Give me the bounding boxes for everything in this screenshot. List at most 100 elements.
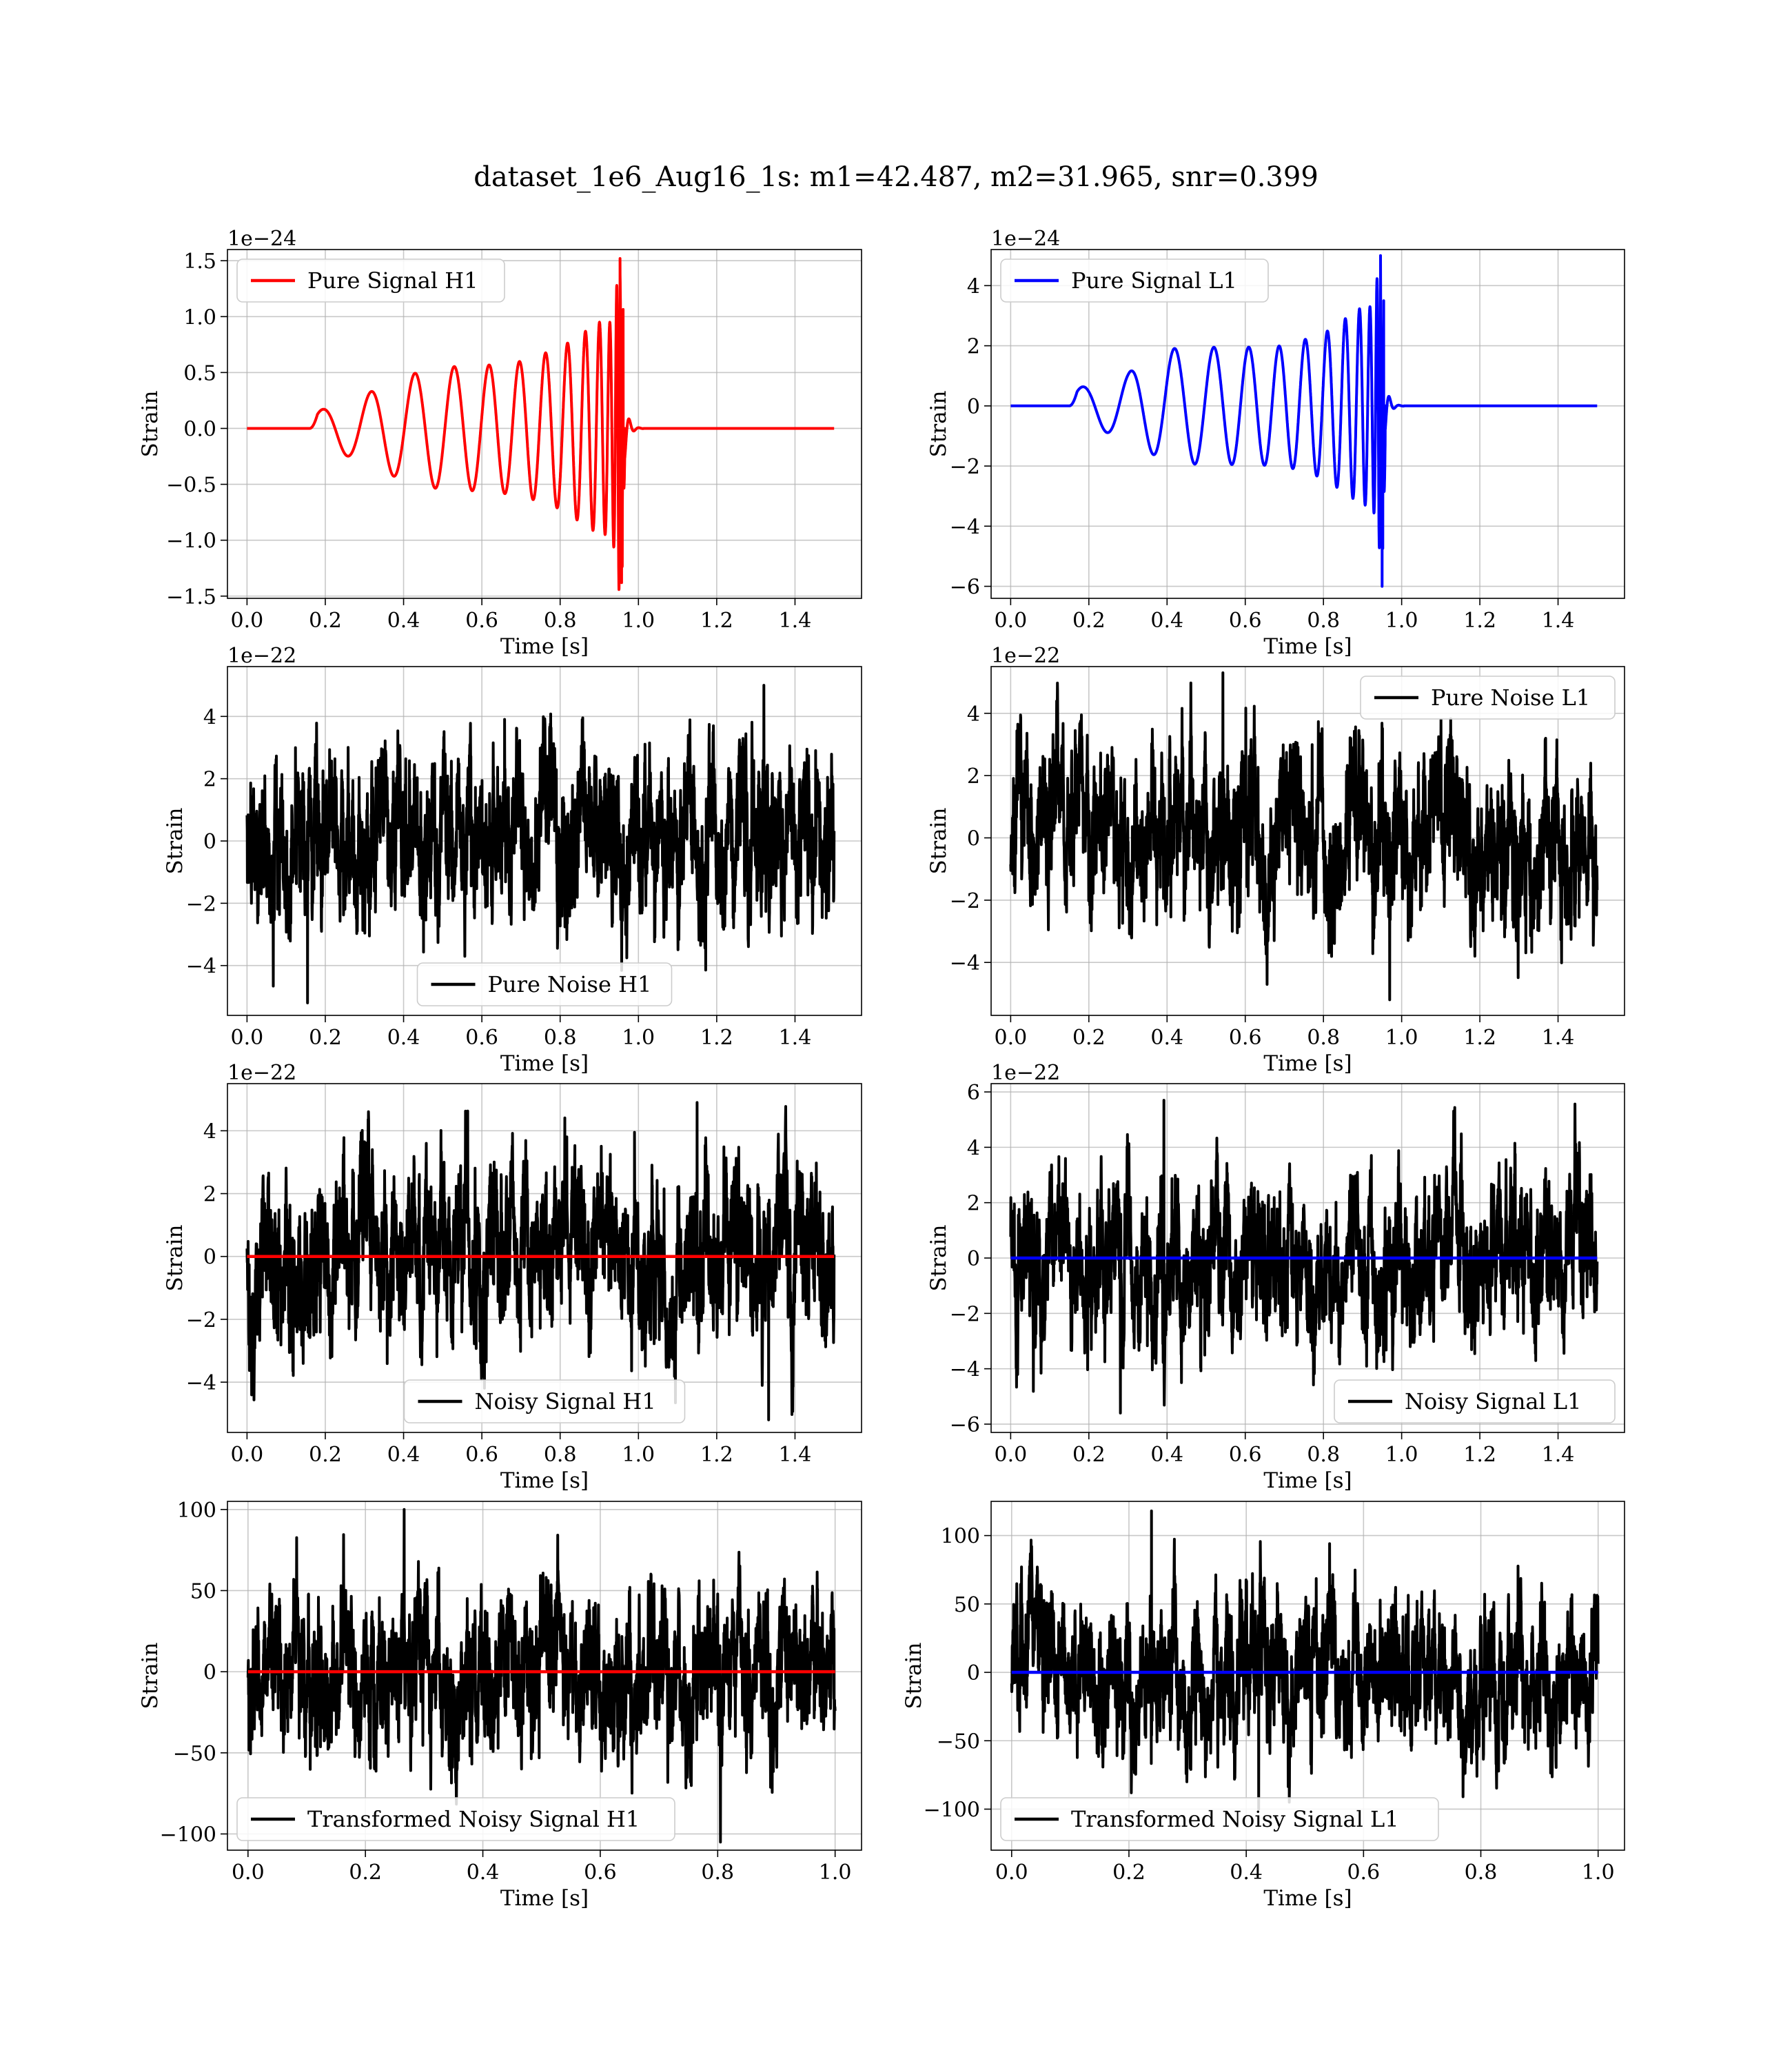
subplot-h1-pure-noise: 0.0 0.2 0.4 0.6 0.8 1.0 1.2 1.4 −4 −2 0 2 4 Time [s] S… xyxy=(163,644,862,1076)
x-tick-label: 0.0 xyxy=(231,1026,264,1050)
x-axis-label: Time [s] xyxy=(500,634,589,659)
y-tick-label: 0 xyxy=(203,1661,216,1685)
legend: Pure Signal H1 xyxy=(236,258,505,303)
legend: Transformed Noisy Signal L1 xyxy=(1000,1797,1439,1841)
x-tick-label: 0.0 xyxy=(995,1861,1028,1885)
y-tick-label: 4 xyxy=(203,1119,216,1144)
y-tick-label: 50 xyxy=(954,1593,980,1617)
x-tick-label: 1.2 xyxy=(700,1443,733,1467)
x-tick-label: 0.4 xyxy=(387,1026,420,1050)
y-tick-label: 1.0 xyxy=(183,305,216,330)
axis-offset-text: 1e−22 xyxy=(227,644,296,668)
y-tick-label: 2 xyxy=(967,1192,980,1216)
legend: Pure Signal L1 xyxy=(1000,258,1269,303)
y-tick-label: 0.5 xyxy=(183,361,216,385)
y-tick-label: −100 xyxy=(924,1798,980,1822)
x-tick-label: 0.8 xyxy=(1465,1861,1498,1885)
x-tick-label: 0.4 xyxy=(467,1861,500,1885)
x-tick-label: 1.0 xyxy=(622,609,655,633)
x-tick-label: 0.0 xyxy=(995,1026,1028,1050)
x-tick-label: 0.8 xyxy=(701,1861,734,1885)
x-tick-label: 0.4 xyxy=(387,1443,420,1467)
y-tick-label: 4 xyxy=(967,702,980,727)
y-tick-label: −1.5 xyxy=(166,585,216,609)
y-tick-label: 2 xyxy=(203,768,216,792)
subplot-h1-noisy-signal: 0.0 0.2 0.4 0.6 0.8 1.0 1.2 1.4 −4 −2 0 2 4 Time [s] S… xyxy=(163,1061,862,1493)
x-tick-label: 1.4 xyxy=(1542,609,1575,633)
x-tick-label: 0.8 xyxy=(1307,1026,1340,1050)
figure-title: dataset_1e6_Aug16_1s: m1=42.487, m2=31.9… xyxy=(474,161,1318,193)
x-tick-label: 0.8 xyxy=(544,609,577,633)
x-tick-label: 1.2 xyxy=(1463,609,1496,633)
y-tick-label: 2 xyxy=(967,335,980,359)
y-tick-label: −2 xyxy=(950,889,980,913)
x-tick-label: 0.0 xyxy=(232,1861,265,1885)
legend-label: Noisy Signal L1 xyxy=(1405,1388,1582,1415)
x-tick-label: 0.8 xyxy=(544,1443,577,1467)
x-tick-label: 1.4 xyxy=(779,609,812,633)
series-line-transformed-noisy-signal-l1 xyxy=(1010,1509,1600,1811)
y-axis-label: Strain xyxy=(902,1643,926,1710)
axis-offset-text: 1e−22 xyxy=(991,1061,1060,1085)
y-tick-label: 100 xyxy=(177,1499,216,1523)
axes-frame xyxy=(227,1501,862,1851)
x-tick-label: 0.6 xyxy=(1347,1861,1380,1885)
x-tick-label: 0.2 xyxy=(309,1026,342,1050)
y-tick-label: −100 xyxy=(160,1823,216,1847)
y-tick-label: 4 xyxy=(967,1136,980,1160)
axes-frame xyxy=(990,666,1625,1016)
x-tick-label: 1.0 xyxy=(1385,1443,1418,1467)
y-tick-label: 0 xyxy=(967,827,980,851)
x-tick-label: 0.2 xyxy=(1072,1026,1106,1050)
axes-frame xyxy=(227,1083,862,1433)
legend-label: Transformed Noisy Signal L1 xyxy=(1071,1806,1399,1832)
x-tick-label: 0.6 xyxy=(465,1443,498,1467)
y-tick-label: 1.5 xyxy=(183,250,216,274)
legend-label: Pure Signal L1 xyxy=(1071,267,1237,294)
x-tick-label: 1.0 xyxy=(1385,1026,1418,1050)
x-tick-label: 0.4 xyxy=(1230,1861,1263,1885)
subplot-l1-transformed: 0.0 0.2 0.4 0.6 0.8 1.0 −100 −50 0 50 100 Time [s] S… xyxy=(902,1501,1625,1911)
x-tick-label: 0.2 xyxy=(1072,1443,1106,1467)
x-tick-label: 0.4 xyxy=(387,609,420,633)
subplot-h1-transformed: 0.0 0.2 0.4 0.6 0.8 1.0 −100 −50 0 50 100 Time [s] S… xyxy=(138,1499,862,1911)
y-tick-label: 4 xyxy=(967,274,980,298)
x-tick-label: 0.2 xyxy=(1072,609,1106,633)
x-tick-label: 1.0 xyxy=(622,1026,655,1050)
x-tick-label: 1.2 xyxy=(1463,1026,1496,1050)
y-tick-label: 6 xyxy=(967,1081,980,1105)
legend-label: Pure Signal H1 xyxy=(307,267,478,294)
x-tick-label: 1.4 xyxy=(779,1026,812,1050)
x-tick-label: 0.6 xyxy=(465,609,498,633)
axis-offset-text: 1e−22 xyxy=(991,644,1060,668)
series-line-pure-signal-l1 xyxy=(1009,254,1599,588)
y-tick-label: 0 xyxy=(967,1247,980,1271)
axis-offset-text: 1e−24 xyxy=(227,227,296,251)
y-tick-label: 0 xyxy=(967,395,980,419)
y-tick-label: −4 xyxy=(950,515,980,539)
x-tick-label: 0.2 xyxy=(1112,1861,1146,1885)
y-axis-label: Strain xyxy=(163,1225,187,1292)
x-tick-label: 0.0 xyxy=(995,1443,1028,1467)
x-tick-label: 0.4 xyxy=(1150,1026,1183,1050)
legend: Noisy Signal L1 xyxy=(1334,1379,1616,1423)
x-tick-label: 0.8 xyxy=(544,1026,577,1050)
legend-label: Pure Noise H1 xyxy=(488,971,652,997)
y-tick-label: −2 xyxy=(186,892,216,916)
y-tick-label: −50 xyxy=(173,1742,216,1766)
axes-frame xyxy=(227,249,862,599)
x-tick-label: 1.4 xyxy=(779,1443,812,1467)
x-axis-label: Time [s] xyxy=(1263,1468,1352,1493)
y-tick-label: 100 xyxy=(941,1525,980,1549)
x-axis-label: Time [s] xyxy=(1263,634,1352,659)
y-tick-label: −1.0 xyxy=(166,529,216,554)
x-tick-label: 0.0 xyxy=(995,609,1028,633)
series-line-pure-noise-h1 xyxy=(245,684,836,1004)
y-tick-label: −4 xyxy=(950,1358,980,1382)
y-tick-label: 0 xyxy=(203,830,216,854)
x-tick-label: 0.6 xyxy=(584,1861,617,1885)
x-tick-label: 1.2 xyxy=(1463,1443,1496,1467)
x-tick-label: 1.0 xyxy=(622,1443,655,1467)
subplot-h1-pure-signal: 0.0 0.2 0.4 0.6 0.8 1.0 1.2 1.4 −1.5 −1.0 −0.5 0.0 0… xyxy=(138,227,862,659)
y-tick-label: 0 xyxy=(967,1661,980,1685)
